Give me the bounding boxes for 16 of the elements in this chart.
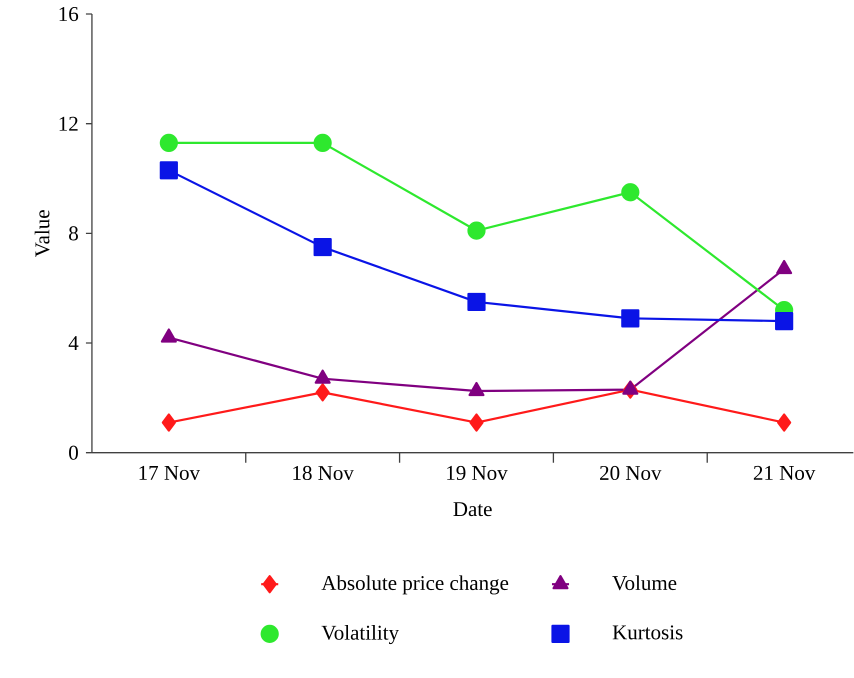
y-tick-label: 16 [60,7,78,22]
x-tick-label: 17 Nov [140,466,200,480]
legend-label: Kurtosis [612,626,682,640]
y-axis-title: Value [34,210,50,258]
y-tick-label: 4 [68,336,78,350]
legend-label: Volatility [322,625,399,644]
x-tick-label: 19 Nov [447,466,508,480]
y-tick-label: 0 [69,446,78,460]
x-tick-label: 18 Nov [293,466,354,480]
y-tick-label: 12 [60,116,78,131]
legend-label: Volume [612,576,676,590]
y-tick-label: 8 [69,226,78,241]
x-tick-label: 20 Nov [600,466,662,480]
x-tick-label: 21 Nov [754,466,816,480]
x-axis-title: Date [453,502,492,516]
legend-label: Absolute price change [321,576,508,595]
